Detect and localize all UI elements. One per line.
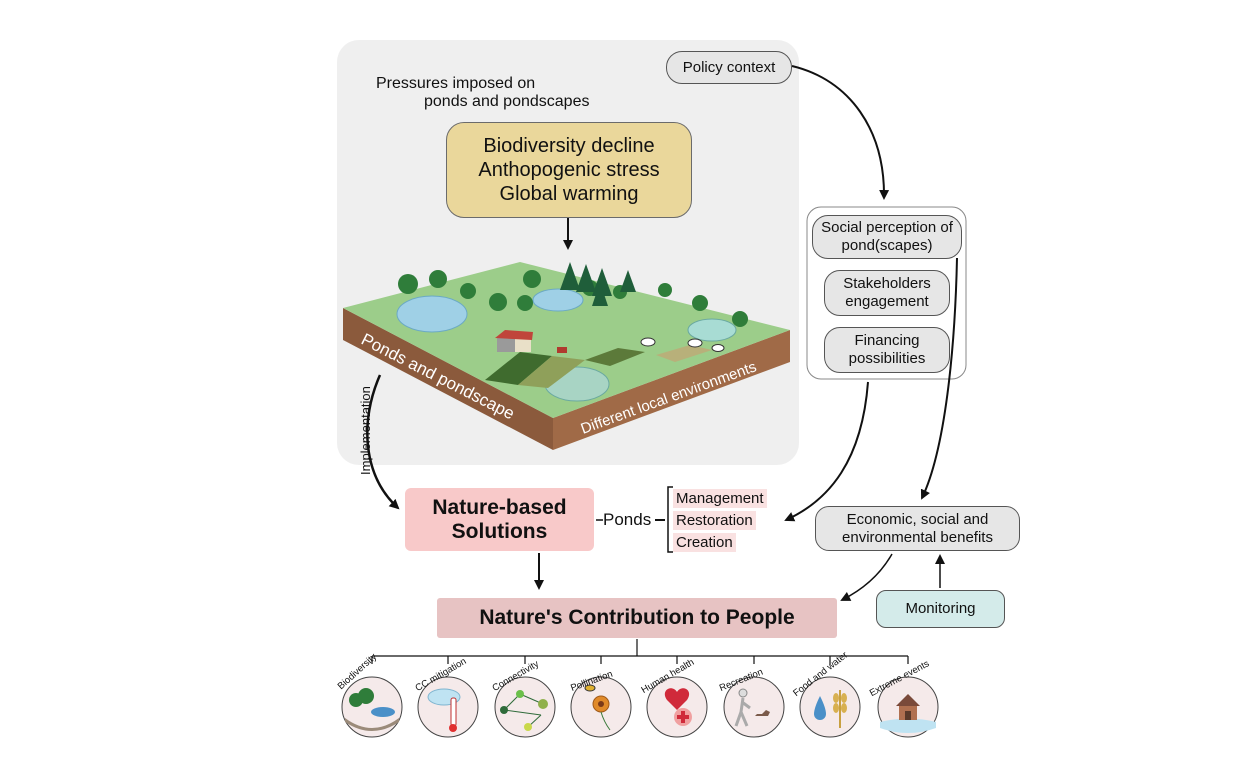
- nature-based-solutions-box: Nature-based Solutions: [405, 488, 594, 551]
- ponds-connector: [655, 519, 665, 521]
- social-to-actions-arrow: [784, 381, 869, 522]
- pressure-biodiversity-decline: Biodiversity decline: [483, 135, 655, 157]
- policy-context-box: Policy context: [666, 51, 792, 84]
- food-and-water-icon: [799, 676, 861, 738]
- ncp-tree-lines: [371, 639, 909, 664]
- connectivity-icon: [494, 676, 556, 738]
- pondscape-illustration: Ponds and pondscape Different local envi…: [343, 262, 790, 450]
- pressures-heading-line2: ponds and pondscapes: [424, 93, 590, 110]
- extreme-events-icon: [877, 676, 939, 738]
- recreation-icon: [723, 676, 785, 738]
- human-health-icon: [646, 676, 708, 738]
- action-management: Management: [673, 489, 767, 508]
- actions-bracket: [667, 486, 673, 553]
- pressures-heading-line1: Pressures imposed on: [376, 75, 536, 92]
- social-to-benefits-arrow: [920, 257, 958, 500]
- policy-arrow: [791, 65, 890, 200]
- ncp-box: Nature's Contribution to People: [437, 598, 837, 638]
- benefits-box: Economic, social and environmental benef…: [815, 506, 1020, 551]
- implementation-label: Implementation: [358, 386, 373, 475]
- pollination-icon: [570, 676, 632, 738]
- action-restoration: Restoration: [673, 511, 756, 530]
- social-group-box: [806, 206, 967, 380]
- monitoring-box: Monitoring: [876, 590, 1005, 628]
- pressures-box: Biodiversity decline Anthopogenic stress…: [446, 122, 692, 218]
- pressure-global-warming: Global warming: [499, 183, 639, 205]
- stakeholders-engagement-box: Stakeholders engagement: [824, 270, 950, 316]
- ponds-label-text: Ponds: [603, 510, 652, 529]
- action-creation: Creation: [673, 533, 736, 552]
- cc-mitigation-icon: [417, 676, 479, 738]
- biodiversity-icon: [341, 676, 403, 738]
- pressure-anthropogenic-stress: Anthopogenic stress: [478, 159, 660, 181]
- implementation-arrow: [366, 374, 400, 510]
- benefits-to-ncp-arrow: [840, 553, 893, 601]
- financing-possibilities-box: Financing possibilities: [824, 327, 950, 373]
- social-perception-box: Social perception of pond(scapes): [812, 215, 962, 259]
- ponds-label: Ponds: [603, 510, 651, 530]
